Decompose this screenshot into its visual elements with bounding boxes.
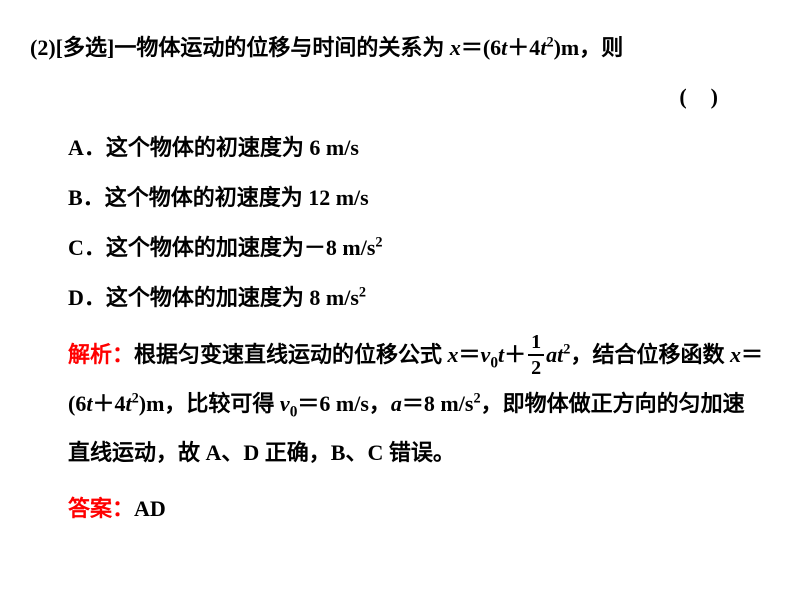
exp-f1-v: v [481,342,491,367]
option-b-text: 这个物体的初速度为 [105,185,303,210]
exp-f1-sub0: 0 [490,354,498,371]
paren-close: ) [711,84,742,109]
eq-sign: ＝ [461,35,483,60]
option-c-value: －8 m/s [304,235,376,260]
exp-a-var: a [391,391,402,416]
option-c: C．这个物体的加速度为－8 m/s2 [68,227,764,269]
option-d: D．这个物体的加速度为 8 m/s2 [68,277,764,319]
option-c-text: 这个物体的加速度为 [106,235,304,260]
exp-v0-eq: ＝6 m/s [297,391,369,416]
stem-text-1: 一物体运动的位移与时间的关系为 [114,35,444,60]
formula-unit: )m [554,35,580,60]
question-number: (2)[多选] [30,35,114,60]
exp-f2-open: (6 [68,391,86,416]
option-d-value: 8 m/s [304,285,359,310]
option-b: B．这个物体的初速度为 12 m/s [68,177,764,219]
formula-exp: 2 [546,35,553,51]
exp-f2-x: x [730,342,741,367]
option-c-letter: C． [68,235,106,260]
explain-part2a: ，结合位移函数 [570,342,724,367]
explain-part4: ， [369,391,391,416]
stem-text-2: ，则 [579,35,623,60]
explanation-label: 解析： [68,342,134,367]
option-b-value: 12 m/s [303,185,369,210]
answer-blank: () [30,76,764,118]
exp-f2-close: )m [139,391,165,416]
document-body: (2)[多选]一物体运动的位移与时间的关系为 x＝(6t＋4t2)m，则 () … [30,28,764,529]
frac-den: 2 [528,356,544,378]
option-c-exp: 2 [375,235,382,251]
options-list: A．这个物体的初速度为 6 m/s B．这个物体的初速度为 12 m/s C．这… [68,127,764,318]
exp-f2-plus: ＋4 [92,391,125,416]
answer-value: AD [134,496,166,521]
exp-a-eq: ＝8 m/s [402,391,474,416]
fraction-half: 12 [528,332,544,378]
exp-a-exp: 2 [473,391,480,407]
formula-x: x [450,35,461,60]
formula-plus: ＋4 [507,35,540,60]
option-d-letter: D． [68,285,106,310]
exp-f1-plus: ＋ [504,342,526,367]
exp-f1-eq: ＝ [459,342,481,367]
exp-v0-v: v [280,391,290,416]
option-b-letter: B． [68,185,105,210]
option-d-exp: 2 [359,284,366,300]
formula-open: (6 [483,35,501,60]
explain-part3: ，比较可得 [164,391,274,416]
answer-block: 答案：AD [68,488,764,530]
frac-num: 1 [528,332,544,356]
explain-part1: 根据匀变速直线运动的位移公式 [134,342,442,367]
exp-f1-x: x [448,342,459,367]
question-stem: (2)[多选]一物体运动的位移与时间的关系为 x＝(6t＋4t2)m，则 [30,28,764,68]
option-a: A．这个物体的初速度为 6 m/s [68,127,764,169]
exp-f1-a: a [546,342,557,367]
exp-f2-exp: 2 [132,391,139,407]
option-a-letter: A． [68,135,106,160]
option-a-value: 6 m/s [304,135,359,160]
paren-open: ( [679,84,710,109]
exp-f2-eq: ＝ [741,342,763,367]
answer-label: 答案： [68,496,134,521]
option-d-text: 这个物体的加速度为 [106,285,304,310]
explanation-block: 解析：根据匀变速直线运动的位移公式 x＝v0t＋12at2，结合位移函数 x＝(… [68,331,764,478]
option-a-text: 这个物体的初速度为 [106,135,304,160]
